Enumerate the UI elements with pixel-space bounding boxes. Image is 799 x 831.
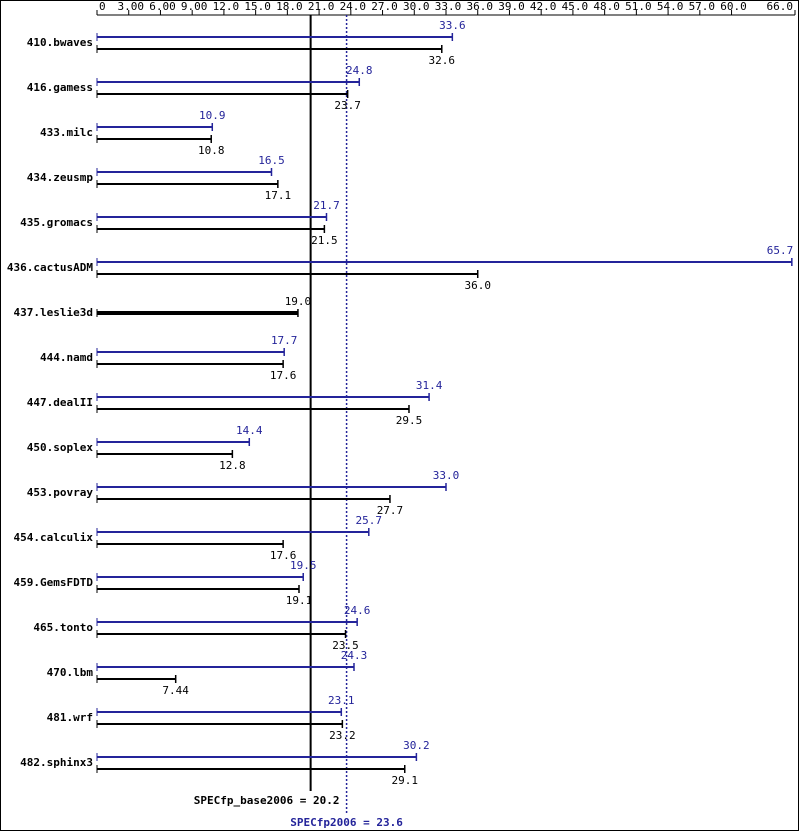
category-label: 454.calculix (14, 531, 94, 544)
value-label: 33.6 (439, 19, 466, 32)
value-label: 23.2 (329, 729, 356, 742)
x-tick-label: 3.00 (117, 0, 144, 13)
x-tick-label: 18.0 (276, 0, 303, 13)
value-label: 30.2 (403, 739, 430, 752)
value-label: 29.1 (392, 774, 419, 787)
value-label: 19.0 (285, 295, 312, 308)
category-label: 444.namd (40, 351, 93, 364)
x-tick-label: 45.0 (562, 0, 589, 13)
value-label: 24.6 (344, 604, 371, 617)
value-label: 65.7 (767, 244, 794, 257)
x-tick-label: 39.0 (498, 0, 525, 13)
value-label: 16.5 (258, 154, 285, 167)
value-label: 21.7 (313, 199, 340, 212)
category-label: 434.zeusmp (27, 171, 94, 184)
value-label: 19.1 (286, 594, 313, 607)
category-label: 410.bwaves (27, 36, 93, 49)
reference-label: SPECfp_base2006 = 20.2 (194, 794, 340, 807)
value-label: 36.0 (464, 279, 491, 292)
value-label: 23.5 (332, 639, 359, 652)
x-tick-label: 27.0 (371, 0, 398, 13)
value-label: 24.3 (341, 649, 368, 662)
value-label: 19.5 (290, 559, 317, 572)
x-tick-label: 60.0 (720, 0, 747, 13)
value-label: 21.5 (311, 234, 338, 247)
category-label: 433.milc (40, 126, 93, 139)
x-tick-label: 21.0 (308, 0, 335, 13)
x-tick-label: 48.0 (593, 0, 620, 13)
value-label: 27.7 (377, 504, 404, 517)
value-label: 17.6 (270, 549, 297, 562)
x-tick-label: 66.0 (767, 0, 794, 13)
category-label: 436.cactusADM (7, 261, 93, 274)
x-tick-label: 30.0 (403, 0, 430, 13)
x-tick-label: 24.0 (340, 0, 367, 13)
value-label: 12.8 (219, 459, 246, 472)
value-label: 17.7 (271, 334, 298, 347)
category-label: 416.gamess (27, 81, 93, 94)
x-tick-label: 9.00 (181, 0, 208, 13)
value-label: 17.1 (265, 189, 292, 202)
category-label: 481.wrf (47, 711, 93, 724)
value-label: 23.7 (334, 99, 361, 112)
category-label: 437.leslie3d (14, 306, 93, 319)
x-tick-label: 54.0 (657, 0, 684, 13)
value-label: 29.5 (396, 414, 423, 427)
x-tick-label: 12.0 (213, 0, 240, 13)
x-tick-label: 15.0 (244, 0, 271, 13)
value-label: 14.4 (236, 424, 263, 437)
value-label: 17.6 (270, 369, 297, 382)
value-label: 25.7 (356, 514, 383, 527)
value-label: 23.1 (328, 694, 355, 707)
value-label: 10.8 (198, 144, 225, 157)
x-tick-label: 6.00 (149, 0, 176, 13)
category-label: 482.sphinx3 (20, 756, 93, 769)
value-label: 31.4 (416, 379, 443, 392)
x-tick-label: 36.0 (466, 0, 493, 13)
category-label: 453.povray (27, 486, 94, 499)
category-label: 470.lbm (47, 666, 94, 679)
category-label: 435.gromacs (20, 216, 93, 229)
x-tick-label: 33.0 (435, 0, 462, 13)
x-tick-label: 0 (99, 0, 106, 13)
value-label: 33.0 (433, 469, 460, 482)
x-tick-label: 51.0 (625, 0, 652, 13)
x-tick-label: 57.0 (689, 0, 716, 13)
x-tick-label: 42.0 (530, 0, 557, 13)
category-label: 450.soplex (27, 441, 94, 454)
value-label: 24.8 (346, 64, 373, 77)
category-label: 465.tonto (33, 621, 93, 634)
value-label: 10.9 (199, 109, 226, 122)
value-label: 32.6 (429, 54, 456, 67)
value-label: 7.44 (162, 684, 189, 697)
reference-label: SPECfp2006 = 23.6 (290, 816, 403, 829)
category-label: 459.GemsFDTD (14, 576, 94, 589)
category-label: 447.dealII (27, 396, 93, 409)
